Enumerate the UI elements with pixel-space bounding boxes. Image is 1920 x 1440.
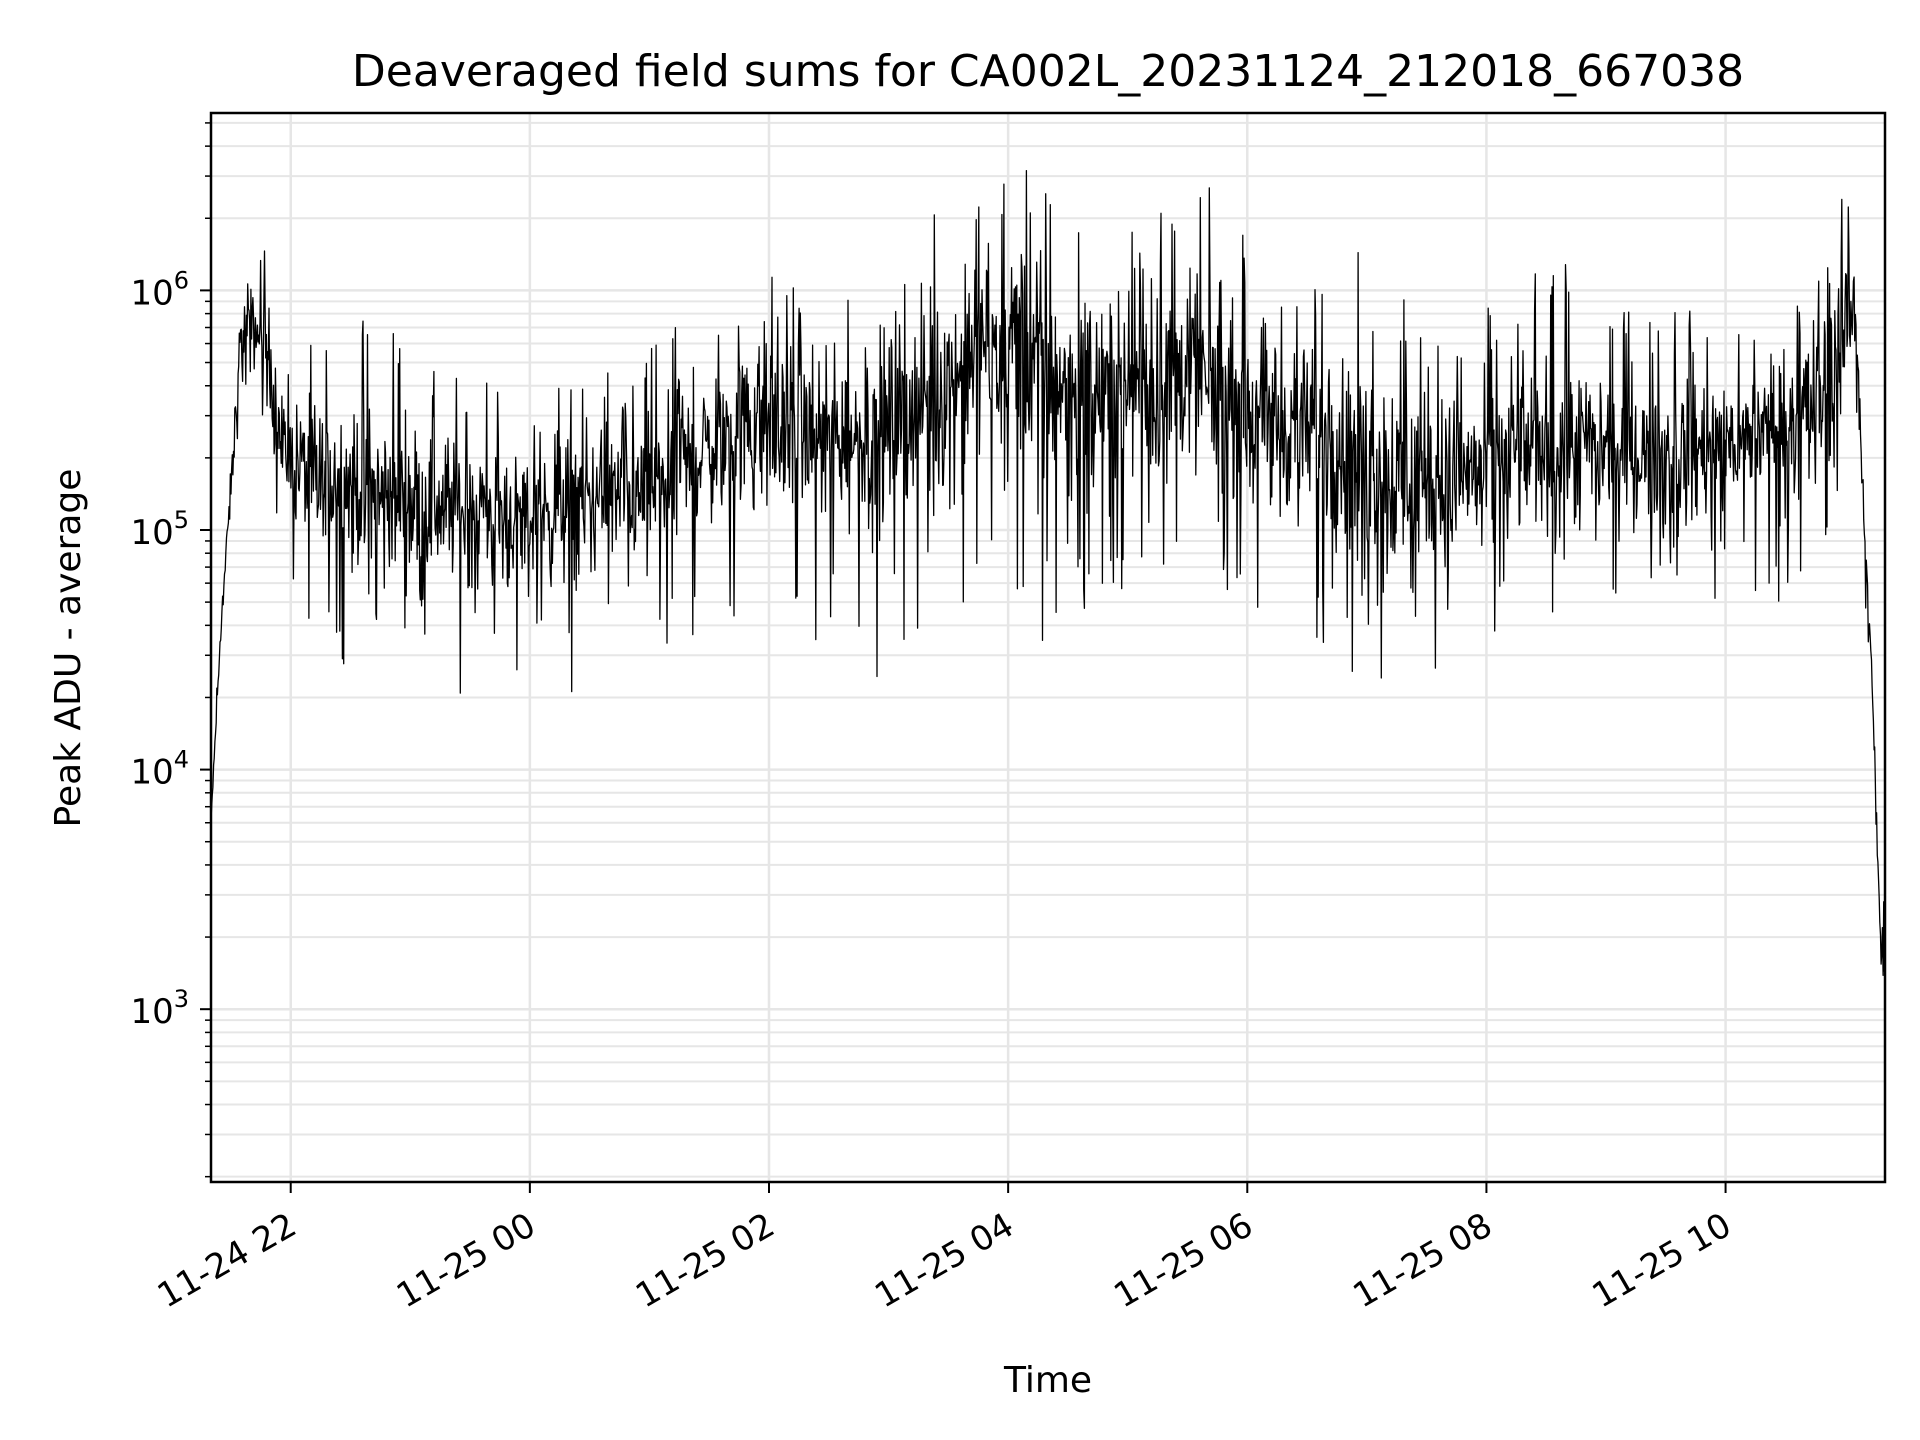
x-axis-label: Time bbox=[1003, 1360, 1092, 1401]
series-line bbox=[210, 169, 1886, 977]
series-layer bbox=[210, 169, 1886, 977]
plot-background bbox=[211, 113, 1885, 1182]
plot-frame bbox=[209, 111, 1887, 1184]
y-tick-label: 103 bbox=[130, 985, 189, 1032]
grid-lines bbox=[211, 113, 1885, 1182]
y-tick-label: 106 bbox=[130, 266, 189, 313]
chart-title: Deaveraged field sums for CA002L_2023112… bbox=[352, 46, 1744, 97]
y-axis-label: Peak ADU - average bbox=[48, 469, 89, 828]
y-tick-label: 105 bbox=[130, 506, 189, 553]
y-tick-label: 104 bbox=[130, 746, 189, 793]
